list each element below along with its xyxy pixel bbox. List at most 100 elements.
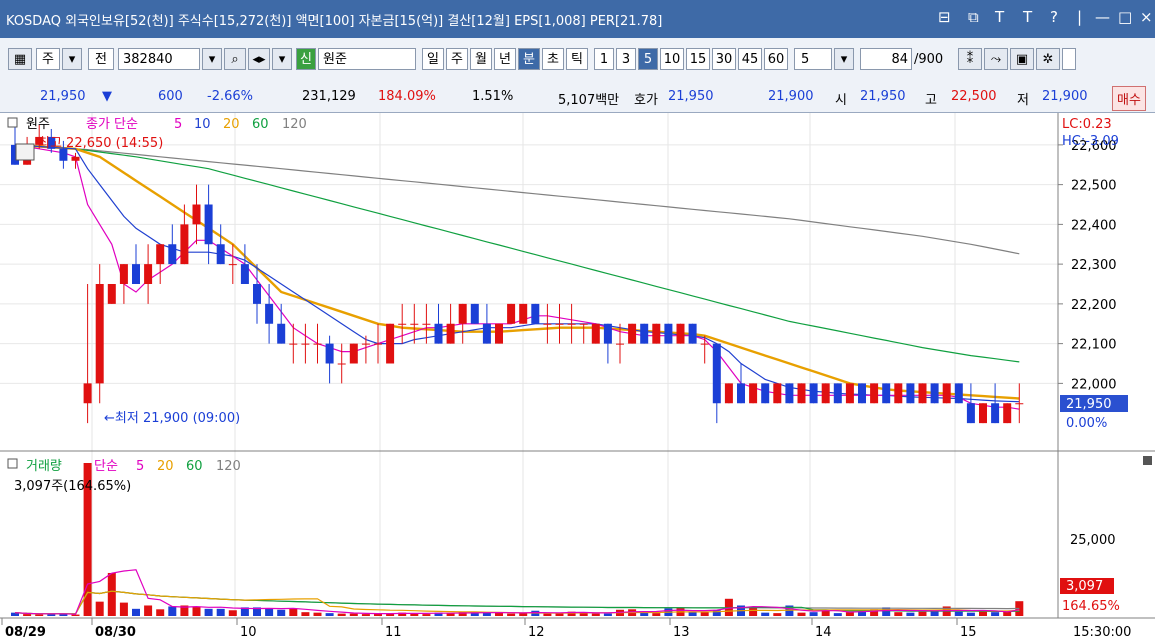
volume-panel-toggle-icon[interactable] (7, 458, 18, 469)
interval-30-button[interactable]: 30 (712, 48, 736, 70)
x-axis-label: 14 (815, 625, 832, 640)
market-button[interactable]: 전 (88, 48, 114, 70)
count-input[interactable]: 84 (860, 48, 912, 70)
volume-bar (991, 612, 1000, 616)
volume-bar (289, 608, 298, 616)
candle-body (470, 303, 479, 324)
interval-5-button[interactable]: 5 (638, 48, 658, 70)
volume-bar (192, 606, 201, 616)
candle-body (11, 144, 19, 165)
current-volume: 3,097주(164.65%) (14, 479, 131, 494)
calendar-icon[interactable] (15, 143, 35, 161)
font-size-icon[interactable]: T (1023, 8, 1033, 26)
indicator-icon[interactable]: ⁑ (958, 48, 982, 70)
close-icon[interactable]: × (1140, 8, 1153, 26)
candle-body (724, 383, 733, 404)
restore-window-icon[interactable]: ⧉ (968, 8, 979, 26)
save-icon[interactable]: ▣ (1010, 48, 1034, 70)
stock-name-field[interactable]: 원준 (318, 48, 416, 70)
volume-bar (966, 612, 975, 616)
volume-bar (446, 613, 455, 616)
candle-body (628, 323, 637, 344)
volume-bar (906, 612, 915, 616)
search-icon[interactable]: ⌕ (224, 48, 246, 70)
volume-bar (204, 608, 213, 616)
volume-bar (507, 613, 516, 616)
option-checkbox[interactable] (1062, 48, 1076, 70)
volume-panel-close-icon[interactable] (1143, 456, 1152, 465)
panel-toggle-icon[interactable] (7, 117, 18, 128)
volume-bar (555, 613, 564, 616)
candle-body (132, 264, 140, 284)
minimize-to-tray-icon[interactable]: ⊟ (938, 8, 951, 26)
interval-value-input[interactable]: 5 (794, 48, 832, 70)
chart-area[interactable]: 22,600 22,500 22,400 22,300 22,200 22,100 22,0… (0, 113, 1155, 640)
tools-icon[interactable]: ⤳ (984, 48, 1008, 70)
candle-body (59, 148, 68, 161)
candle-body (313, 343, 322, 345)
candle-body (555, 323, 564, 325)
candle-body (458, 303, 467, 324)
volume-bar (349, 613, 358, 616)
period-week-button[interactable]: 주 (446, 48, 468, 70)
code-dropdown-icon[interactable]: ▾ (202, 48, 222, 70)
candle-body (942, 383, 951, 404)
volume-bar (543, 613, 552, 616)
volume-bar (301, 612, 310, 616)
volume-legend-prefix: 단순 (94, 459, 118, 474)
speaker-dropdown-icon[interactable]: ▾ (272, 48, 292, 70)
chart-menu-icon[interactable]: ▦ (8, 48, 32, 70)
stock-type-dropdown[interactable]: ▾ (62, 48, 82, 70)
current-price: 21,950 (40, 89, 86, 104)
volume-bar (870, 609, 879, 616)
stock-code-input[interactable]: 382840 (118, 48, 200, 70)
interval-10-button[interactable]: 10 (660, 48, 684, 70)
maximize-icon[interactable]: □ (1118, 8, 1133, 26)
interval-dropdown-icon[interactable]: ▾ (834, 48, 854, 70)
candle-body (482, 323, 491, 344)
candle-body (446, 323, 455, 344)
interval-60-button[interactable]: 60 (764, 48, 788, 70)
volume-bar (858, 610, 866, 616)
period-year-button[interactable]: 년 (494, 48, 516, 70)
volume-bar (240, 607, 249, 616)
settings-gear-icon[interactable]: ✲ (1036, 48, 1060, 70)
help-icon[interactable]: ? (1050, 8, 1058, 26)
high-note: 최고 22,650 (14:55) (38, 136, 163, 151)
volume-bar (591, 613, 600, 616)
pin-icon[interactable]: T (995, 8, 1005, 26)
volume-bar (845, 612, 854, 616)
speaker-icon[interactable]: ◂▸ (248, 48, 270, 70)
candle-body (325, 343, 334, 364)
stock-type-label[interactable]: 주 (36, 48, 60, 70)
buy-button[interactable]: 매수 (1112, 86, 1146, 111)
period-tick-button[interactable]: 틱 (566, 48, 588, 70)
volume-bar (216, 608, 225, 616)
volume-bar (156, 609, 165, 616)
interval-45-button[interactable]: 45 (738, 48, 762, 70)
period-month-button[interactable]: 월 (470, 48, 492, 70)
interval-15-button[interactable]: 15 (686, 48, 710, 70)
period-day-button[interactable]: 일 (422, 48, 444, 70)
volume-bar (761, 612, 770, 616)
candle-body (95, 284, 104, 384)
window-title: KOSDAQ 외국인보유[52(천)] 주식수[15,272(천)] 액면[10… (6, 14, 663, 29)
interval-1-button[interactable]: 1 (594, 48, 614, 70)
candle-body (664, 323, 673, 344)
candle-body (543, 323, 552, 325)
y-tick-label: 22,400 (1071, 218, 1117, 233)
interval-3-button[interactable]: 3 (616, 48, 636, 70)
candle-body (507, 303, 516, 324)
period-second-button[interactable]: 초 (542, 48, 564, 70)
volume-bar (410, 613, 419, 616)
period-minute-button[interactable]: 분 (518, 48, 540, 70)
volume-bar (47, 614, 56, 616)
candle-body (809, 383, 818, 404)
volume-bar (688, 612, 697, 616)
price-change-pct: -2.66% (207, 89, 253, 104)
minimize-icon[interactable]: — (1095, 8, 1110, 26)
open-label: 시 (835, 93, 847, 108)
volume-bar (422, 614, 431, 616)
candle-body (749, 383, 758, 404)
x-axis-label: 15 (960, 625, 977, 640)
